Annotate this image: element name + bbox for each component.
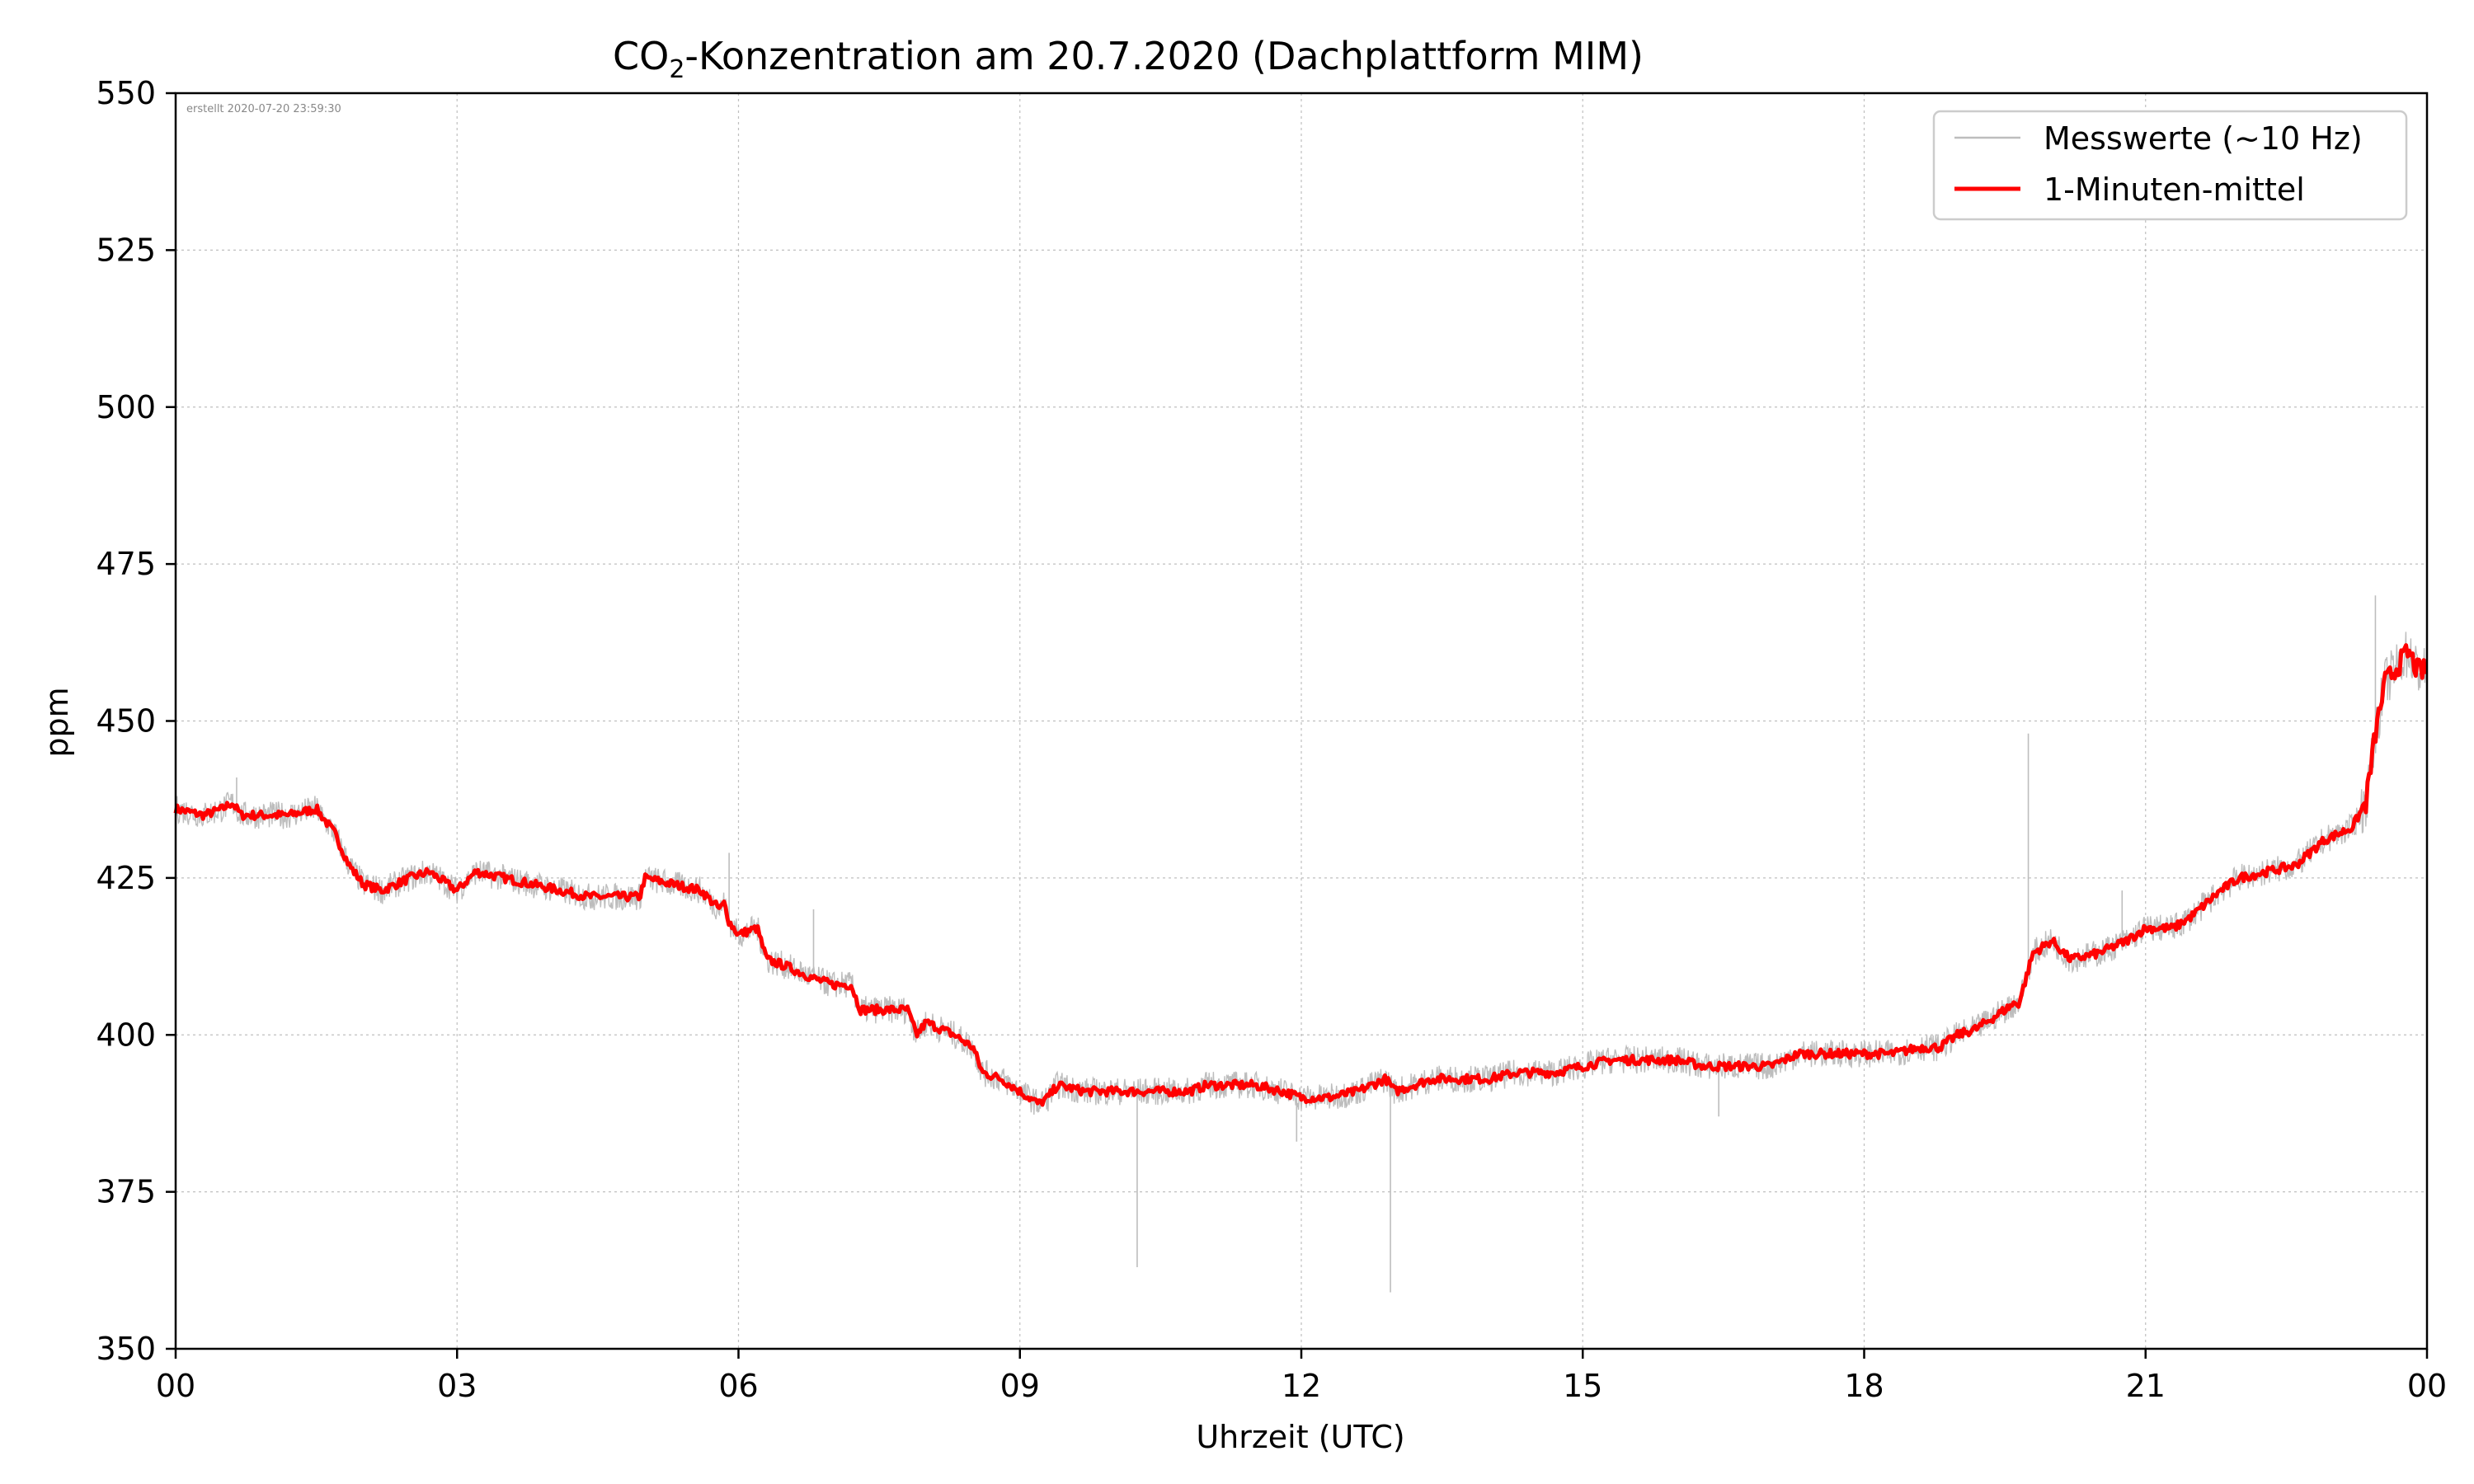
x-tick-label: 18: [1844, 1368, 1884, 1404]
y-axis-label: ppm: [39, 687, 75, 757]
y-tick-label: 475: [96, 546, 156, 582]
x-tick-label: 09: [1000, 1368, 1040, 1404]
series-1-minute-mean: [173, 643, 2429, 1107]
y-tick-label: 350: [96, 1331, 156, 1367]
y-tick-label: 500: [96, 389, 156, 425]
legend-box: [1932, 110, 2408, 221]
x-tick-label: 03: [437, 1368, 477, 1404]
y-tick-label: 450: [96, 703, 156, 740]
x-tick-label: 15: [1563, 1368, 1602, 1404]
x-axis: 00 03 06 09 12 15 18 21 00: [156, 1349, 2447, 1404]
chart-title: CO2-Konzentration am 20.7.2020 (Dachplat…: [613, 34, 1644, 84]
legend-label-raw: Messwerte (~10 Hz): [2044, 120, 2363, 157]
x-tick-label: 00: [2407, 1368, 2447, 1404]
y-tick-label: 375: [96, 1174, 156, 1210]
x-tick-label: 06: [718, 1368, 758, 1404]
y-tick-label: 525: [96, 232, 156, 268]
legend: Messwerte (~10 Hz) 1-Minuten-mittel: [1932, 110, 2408, 221]
x-axis-label: Uhrzeit (UTC): [1196, 1419, 1404, 1455]
y-axis: 350 375 400 425 450 475 500 525 550: [96, 75, 176, 1367]
legend-label-mean: 1-Minuten-mittel: [2044, 171, 2305, 208]
x-tick-label: 21: [2126, 1368, 2166, 1404]
x-tick-label: 00: [156, 1368, 195, 1404]
y-tick-label: 400: [96, 1017, 156, 1053]
x-tick-label: 12: [1282, 1368, 1321, 1404]
y-tick-label: 425: [96, 860, 156, 896]
creation-timestamp: erstellt 2020-07-20 23:59:30: [186, 103, 341, 115]
y-tick-label: 550: [96, 75, 156, 111]
